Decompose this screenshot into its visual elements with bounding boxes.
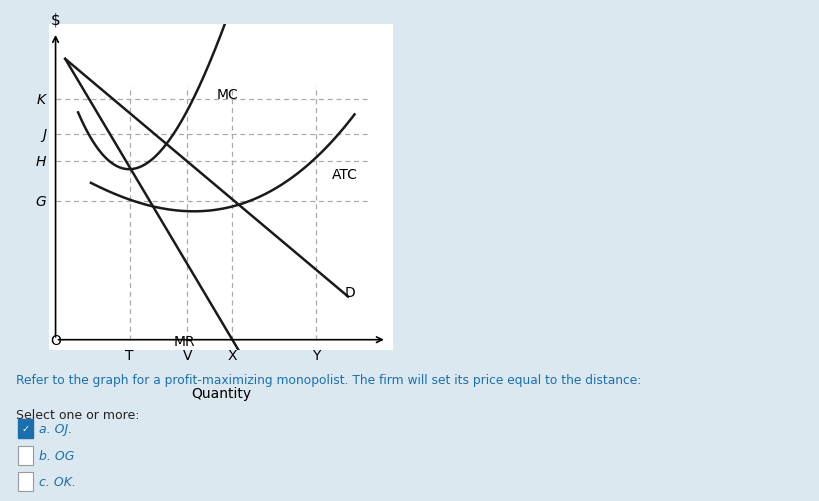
Text: $: $ [51,13,61,28]
Text: ATC: ATC [332,167,358,181]
Text: MR: MR [174,335,195,349]
Text: Refer to the graph for a profit-maximizing monopolist. The firm will set its pri: Refer to the graph for a profit-maximizi… [16,373,641,386]
Text: a. OJ.: a. OJ. [39,422,73,435]
Text: V: V [183,348,192,362]
Text: Y: Y [312,348,320,362]
Text: Quantity: Quantity [191,386,251,400]
Text: T: T [125,348,133,362]
Text: ✓: ✓ [21,423,29,433]
Text: D: D [345,285,355,299]
Text: O: O [50,333,61,347]
Text: H: H [35,154,46,168]
Text: J: J [42,127,46,141]
Text: c. OK.: c. OK. [39,475,76,488]
Text: Select one or more:: Select one or more: [16,408,140,421]
Text: K: K [37,93,46,107]
Text: G: G [35,194,46,208]
Text: MC: MC [216,88,238,101]
Text: X: X [228,348,238,362]
Text: b. OG: b. OG [39,449,75,462]
